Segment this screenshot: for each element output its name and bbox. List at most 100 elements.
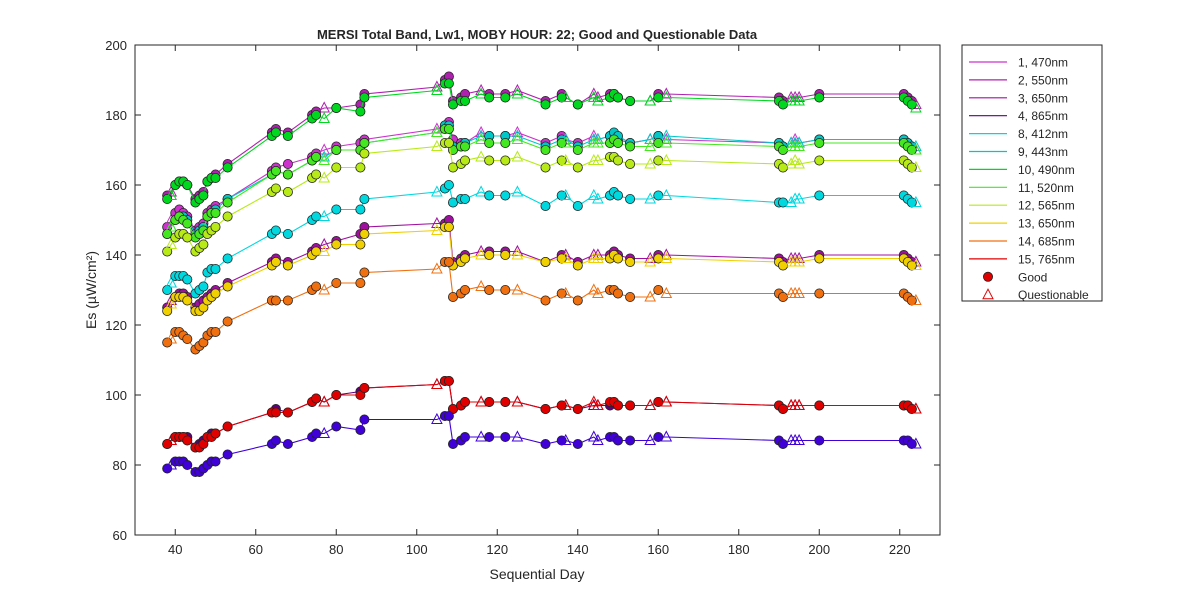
data-point-questionable [511,87,524,99]
data-point-good [540,403,551,414]
legend-good-marker [983,271,994,282]
data-point-good [270,183,281,194]
data-point-good [484,92,495,103]
y-tick-label: 140 [105,248,127,263]
data-point-good [182,274,193,285]
data-point-questionable [592,433,604,445]
data-point-good [359,193,370,204]
data-point-good [814,137,825,148]
y-tick-label: 180 [105,108,127,123]
data-point-good [359,228,370,239]
legend-label: 8, 412nm [1018,127,1068,141]
data-point-good [270,295,281,306]
data-point-good [222,281,233,292]
legend-label: Questionable [1018,288,1089,302]
y-axis-label: Es (µW/cm²) [83,251,99,329]
data-point-good [500,249,511,260]
data-point-good [500,92,511,103]
x-tick-label: 100 [406,542,428,557]
data-point-good [613,435,624,446]
data-point-questionable [910,195,922,207]
data-point-good [282,260,293,271]
data-point-questionable [475,185,487,197]
data-point-good [625,158,636,169]
data-point-good [311,393,322,404]
legend-label: 13, 650nm [1018,217,1075,231]
data-point-questionable [431,262,443,274]
data-point-good [182,459,193,470]
data-point-questionable [318,283,331,295]
y-axis: 60 80 100 120 140 160 180 200 [105,38,940,543]
data-point-questionable [793,398,805,410]
data-point-good [210,207,221,218]
data-point-questionable [431,216,443,228]
data-point-questionable [318,244,331,256]
data-point-good [210,263,221,274]
legend-label: 3, 650nm [1018,91,1068,105]
data-point-good [625,256,636,267]
data-point-good [814,92,825,103]
data-point-questionable [165,220,178,232]
data-point-good [484,137,495,148]
data-point-good [459,193,470,204]
data-point-good [311,281,322,292]
data-point-questionable [592,136,604,148]
data-point-questionable [559,153,572,165]
x-tick-label: 40 [168,542,182,557]
data-point-questionable [660,430,673,442]
data-point-good [613,137,624,148]
data-point-questionable [660,395,673,407]
data-point-good [182,179,193,190]
data-point-questionable [318,171,331,183]
data-point-good [814,155,825,166]
data-point-questionable [644,192,657,204]
data-point-good [210,456,221,467]
data-point-good [484,249,495,260]
data-point-good [355,239,366,250]
data-point-good [331,389,342,400]
data-point-questionable [660,251,673,263]
data-point-questionable [587,90,600,102]
data-point-questionable [793,433,805,445]
x-axis: 40 60 80 100 120 140 160 180 200 220 [168,45,911,557]
data-point-good [355,106,366,117]
data-point-good [270,225,281,236]
data-point-good [355,204,366,215]
data-point-questionable [511,430,524,442]
data-point-questionable [793,286,805,298]
x-tick-label: 80 [329,542,343,557]
data-point-questionable [511,185,524,197]
data-point-good [500,155,511,166]
data-point-good [459,141,470,152]
data-point-good [222,253,233,264]
data-point-good [625,193,636,204]
data-point-questionable [559,398,572,410]
y-tick-label: 80 [113,458,127,473]
data-point-good [814,253,825,264]
data-point-good [222,449,233,460]
x-tick-label: 220 [889,542,911,557]
data-point-questionable [793,255,805,267]
data-point-good [311,428,322,439]
data-point-good [355,277,366,288]
data-point-questionable [644,255,657,267]
legend-label: 12, 565nm [1018,199,1075,213]
legend-label: 14, 685nm [1018,235,1075,249]
data-point-questionable [793,139,805,151]
x-tick-label: 200 [808,542,830,557]
data-point-questionable [475,248,487,260]
data-point-questionable [511,283,524,295]
data-point-questionable [318,426,331,438]
data-point-good [653,284,664,295]
data-point-good [443,256,454,267]
data-point-good [613,400,624,411]
data-point-good [210,428,221,439]
data-point-good [355,162,366,173]
data-point-good [331,204,342,215]
data-point-good [572,144,583,155]
series-8 [162,124,922,243]
data-point-good [182,218,193,229]
data-point-good [572,162,583,173]
data-point-good [572,403,583,414]
